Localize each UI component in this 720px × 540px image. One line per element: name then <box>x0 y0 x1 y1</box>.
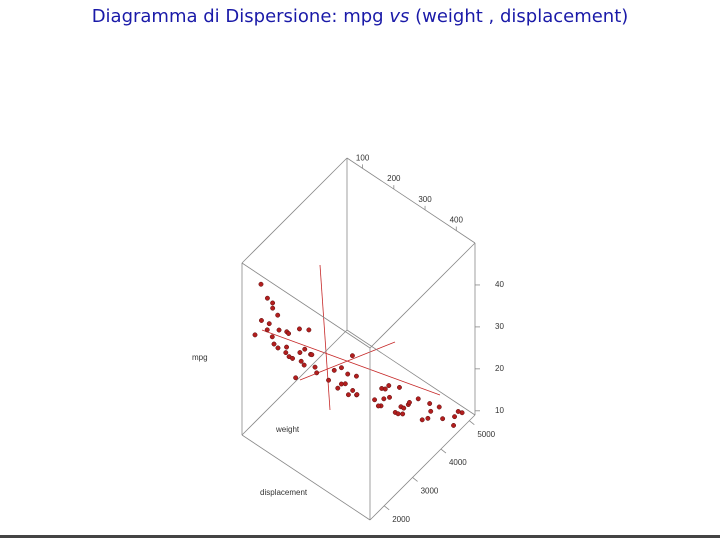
box-edge <box>241 262 371 349</box>
point <box>387 394 392 400</box>
point <box>381 396 387 402</box>
x-tick <box>469 420 475 425</box>
point <box>354 392 360 398</box>
plane-line <box>261 329 441 396</box>
slide-rule <box>0 535 720 538</box>
point <box>270 300 276 306</box>
y-tick-label: 100 <box>356 153 370 162</box>
point <box>326 377 332 383</box>
box-edge <box>241 157 348 264</box>
point <box>419 417 425 423</box>
point <box>312 364 318 370</box>
point <box>298 358 304 364</box>
x-tick <box>440 448 447 454</box>
point <box>400 411 406 417</box>
point <box>455 409 461 414</box>
point <box>345 371 351 377</box>
box-edge <box>241 329 348 436</box>
z-tick-label: 30 <box>495 322 504 331</box>
z-tick-label: 10 <box>495 406 504 415</box>
point <box>406 399 412 405</box>
point <box>395 411 401 417</box>
point <box>428 408 434 414</box>
point <box>397 384 402 390</box>
point <box>252 332 258 338</box>
y-tick-label: 200 <box>387 174 401 183</box>
point <box>427 401 433 406</box>
point <box>275 312 281 318</box>
x-tick <box>412 477 418 482</box>
point <box>286 331 292 336</box>
x-tick-label: 5000 <box>477 430 495 439</box>
point <box>331 367 337 373</box>
y-tick-label: 400 <box>450 216 464 225</box>
point <box>401 405 407 411</box>
point <box>290 355 295 361</box>
point <box>452 414 458 420</box>
point <box>264 295 270 301</box>
point <box>296 326 302 332</box>
y-axis-label: displacement <box>260 488 308 497</box>
point <box>306 327 312 333</box>
box-edge <box>241 434 371 521</box>
point <box>425 415 431 421</box>
point <box>350 388 356 393</box>
z-axis-label: mpg <box>192 353 208 362</box>
title-emphasis: vs <box>389 6 410 27</box>
point <box>353 373 359 379</box>
point <box>297 350 303 355</box>
point <box>264 327 270 333</box>
title-part: Diagramma di Dispersione: mpg <box>91 6 384 27</box>
point <box>302 346 308 352</box>
point <box>335 385 341 391</box>
y-tick-label: 300 <box>418 195 432 204</box>
point <box>301 362 307 368</box>
point <box>349 353 355 359</box>
box-edge <box>369 414 476 521</box>
x-tick-label: 3000 <box>421 487 439 496</box>
point <box>375 403 381 409</box>
point <box>258 281 264 287</box>
box-edge <box>369 242 476 349</box>
point <box>293 375 299 381</box>
z-tick-label: 20 <box>495 364 504 373</box>
point <box>314 370 320 376</box>
point <box>451 422 457 428</box>
point <box>386 383 392 389</box>
z-tick-label: 40 <box>495 280 504 289</box>
point <box>258 318 264 323</box>
point <box>276 327 282 333</box>
point <box>440 416 446 422</box>
point <box>415 396 421 402</box>
point <box>270 305 276 311</box>
x-tick-label: 2000 <box>392 515 410 524</box>
point <box>271 341 277 347</box>
x-tick-label: 4000 <box>449 458 467 467</box>
point <box>342 381 348 387</box>
chart-title: Diagramma di Dispersione: mpg vs (weight… <box>0 6 720 27</box>
point <box>382 386 388 392</box>
point <box>283 350 289 356</box>
point <box>275 345 281 351</box>
box-edge <box>346 157 476 244</box>
point <box>269 334 275 340</box>
point <box>266 321 272 327</box>
plane-line <box>319 264 331 411</box>
x-axis-label: weight <box>275 425 300 434</box>
x-tick <box>383 505 390 511</box>
point <box>436 404 442 410</box>
point <box>309 352 315 358</box>
point <box>372 397 378 403</box>
point <box>339 365 344 371</box>
title-part: (weight , displacement) <box>415 6 629 27</box>
box-edge <box>346 329 476 416</box>
point <box>284 344 290 350</box>
point <box>345 392 351 398</box>
